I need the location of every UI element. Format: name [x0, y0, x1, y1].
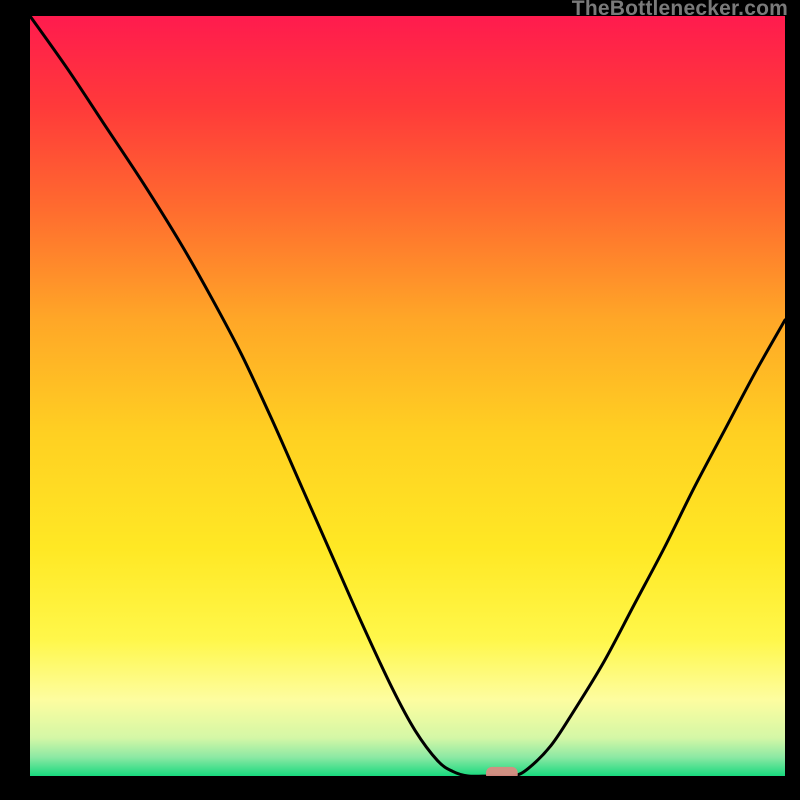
- optimal-marker: [486, 767, 518, 776]
- gradient-background: [30, 16, 785, 776]
- bottleneck-chart: [30, 16, 785, 776]
- plot-area: [30, 16, 785, 776]
- watermark-text: TheBottlenecker.com: [572, 0, 788, 21]
- chart-frame: TheBottlenecker.com: [0, 0, 800, 800]
